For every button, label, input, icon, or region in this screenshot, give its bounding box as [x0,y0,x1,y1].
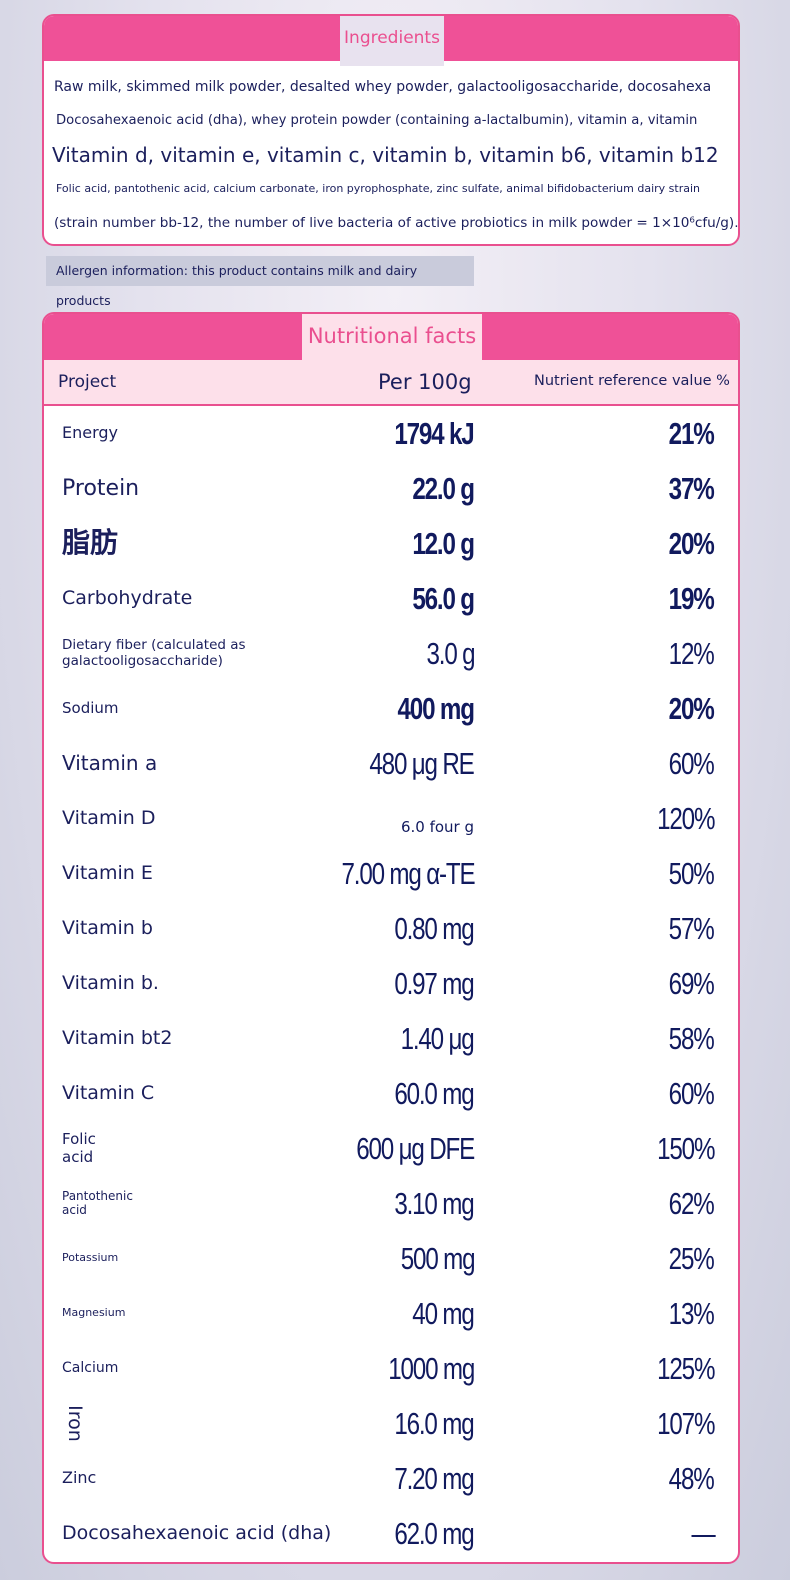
nutrient-row: Pantothenic acid 3.10 mg 62% [44,1176,738,1231]
nutrient-nrv: 57% [669,910,715,946]
allergen-info: Allergen information: this product conta… [46,256,474,308]
nutrient-value: 0.80 mg [394,910,475,946]
nutrient-value: 3.0 g [426,635,475,671]
nutrient-value: 400 mg [397,690,475,726]
nutrient-nrv: 107% [656,1405,715,1441]
nutrient-label: Docosahexaenoic acid (dha) [62,1521,332,1544]
nutrient-row: 脂肪 12.0 g 20% [44,516,738,571]
nutrient-row: Magnesium 40 mg 13% [44,1286,738,1341]
nutrient-label: Potassium [62,1251,119,1265]
nutrient-nrv: 120% [656,800,715,836]
nutrient-value: 3.10 mg [394,1185,475,1221]
nutrient-nrv: 12% [669,635,715,671]
nutrient-row: Protein 22.0 g 37% [44,461,738,516]
column-per-100g: Per 100g [378,370,472,394]
ingredients-card: Ingredients Raw milk, skimmed milk powde… [42,14,740,246]
ingredients-line-4: Folic acid, pantothenic acid, calcium ca… [56,182,700,195]
nutrient-label: Folic acid [62,1130,96,1166]
nutrient-row: Vitamin a 480 μg RE 60% [44,736,738,791]
nutrient-row: Vitamin b 0.80 mg 57% [44,901,738,956]
nutrient-nrv: 50% [669,855,715,891]
nutrient-label: Protein [62,475,140,501]
column-header-divider [44,404,738,406]
nutrient-label: 脂肪 [62,526,119,560]
nutrient-nrv: 25% [669,1240,715,1276]
nutrient-label: Zinc [62,1468,97,1488]
nutrient-row: Vitamin C 60.0 mg 60% [44,1066,738,1121]
nutrient-nrv: — [690,1515,715,1551]
nutrient-nrv: 60% [669,1075,715,1111]
nutrient-value: 22.0 g [412,470,475,506]
nutrient-nrv: 60% [669,745,715,781]
nutrient-label: Pantothenic acid [62,1188,133,1217]
nutrient-row: Docosahexaenoic acid (dha) 62.0 mg — [44,1506,738,1561]
nutrient-value: 7.00 mg α-TE [341,855,475,891]
nutrient-value: 62.0 mg [394,1515,475,1551]
nutrient-nrv: 19% [669,580,715,616]
nutrient-value: 500 mg [400,1240,475,1276]
nutrient-row: Sodium 400 mg 20% [44,681,738,736]
nutrient-row: Carbohydrate 56.0 g 19% [44,571,738,626]
nutrient-label: Vitamin D [62,806,156,829]
nutrient-value: 1.40 μg [401,1020,475,1056]
nutrient-nrv: 69% [669,965,715,1001]
column-project: Project [58,372,117,392]
nutrition-title: Nutritional facts [302,314,482,360]
nutrient-value: 1794 kJ [394,415,475,451]
nutrient-nrv: 125% [656,1350,715,1386]
nutrient-label: Vitamin a [62,751,158,775]
nutrient-value: 0.97 mg [394,965,475,1001]
nutrient-value: 1000 mg [388,1350,475,1386]
nutrient-value: 7.20 mg [394,1460,475,1496]
nutrient-value: 12.0 g [412,525,475,561]
nutrient-nrv: 48% [669,1460,715,1496]
nutrient-value: 6.0 four g [400,817,474,836]
nutrient-row: Potassium 500 mg 25% [44,1231,738,1286]
nutrient-label: Dietary fiber (calculated as galactoolig… [62,636,246,669]
nutrient-label: Calcium [62,1360,119,1377]
nutrient-value: 480 μg RE [369,745,475,781]
nutrient-value: 60.0 mg [394,1075,475,1111]
nutrient-row: Vitamin E 7.00 mg α-TE 50% [44,846,738,901]
ingredients-title: Ingredients [340,16,444,66]
nutrient-nrv: 20% [669,525,715,561]
nutrient-row: Vitamin bt2 1.40 μg 58% [44,1011,738,1066]
nutrient-label: Vitamin bt2 [62,1026,173,1049]
nutrient-label: Carbohydrate [62,586,193,609]
nutrient-row: Iron 16.0 mg 107% [44,1396,738,1451]
ingredients-line-1: Raw milk, skimmed milk powder, desalted … [54,79,712,95]
nutrient-row: Vitamin D 6.0 four g 120% [44,791,738,846]
nutrient-label: Vitamin E [62,861,153,884]
nutrient-row: Calcium 1000 mg 125% [44,1341,738,1396]
nutrient-label: Iron [64,1405,87,1442]
nutrient-label: Vitamin b. [62,971,159,994]
nutrient-label: Vitamin C [62,1081,155,1104]
nutrient-row: Energy 1794 kJ 21% [44,406,738,461]
ingredients-line-2: Docosahexaenoic acid (dha), whey protein… [56,113,698,128]
column-nrv: Nutrient reference value % [534,373,730,389]
nutrient-value: 56.0 g [412,580,475,616]
nutrient-nrv: 20% [669,690,715,726]
nutrient-label: Vitamin b [62,916,153,939]
ingredients-line-5: (strain number bb-12, the number of live… [54,215,739,231]
nutrient-row: Zinc 7.20 mg 48% [44,1451,738,1506]
nutrient-label: Sodium [62,698,119,717]
nutrient-value: 600 μg DFE [356,1130,475,1166]
nutrient-row: Dietary fiber (calculated as galactoolig… [44,626,738,681]
nutrient-row: Folic acid 600 μg DFE 150% [44,1121,738,1176]
column-header-row [44,360,738,404]
nutrient-nrv: 13% [669,1295,715,1331]
nutrient-label: Energy [62,423,119,443]
nutrient-nrv: 37% [669,470,715,506]
nutrition-card: Nutritional facts Project Per 100g Nutri… [42,312,740,1564]
nutrient-nrv: 58% [669,1020,715,1056]
nutrient-nrv: 150% [656,1130,715,1166]
nutrient-value: 16.0 mg [394,1405,475,1441]
nutrient-label: Magnesium [62,1306,126,1320]
nutrient-value: 40 mg [412,1295,476,1331]
nutrient-nrv: 21% [669,415,715,451]
nutrient-row: Vitamin b. 0.97 mg 69% [44,956,738,1011]
ingredients-line-3: Vitamin d, vitamin e, vitamin c, vitamin… [52,143,719,167]
nutrient-nrv: 62% [669,1185,715,1221]
